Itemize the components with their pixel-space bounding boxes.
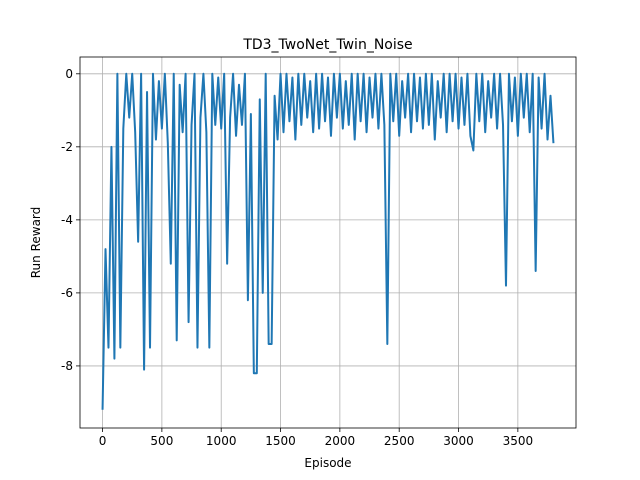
x-tick-label: 0 — [99, 434, 107, 448]
x-tick-label: 1500 — [265, 434, 296, 448]
x-tick-label: 3500 — [503, 434, 534, 448]
x-tick-label: 2000 — [325, 434, 356, 448]
y-axis-label: Run Reward — [29, 207, 43, 279]
y-tick-label: -2 — [61, 140, 73, 154]
data-line — [101, 72, 555, 410]
x-tick-label: 500 — [150, 434, 173, 448]
x-tick-label: 3000 — [443, 434, 474, 448]
y-tick-label: 0 — [65, 67, 73, 81]
y-tick-label: -8 — [61, 359, 73, 373]
x-tick-label: 1000 — [206, 434, 237, 448]
y-tick-label: -4 — [61, 213, 73, 227]
plot-frame — [79, 56, 577, 429]
y-tick-label: -6 — [61, 286, 73, 300]
chart-title: TD3_TwoNet_Twin_Noise — [242, 37, 412, 53]
x-tick-label: 2500 — [384, 434, 415, 448]
x-axis-label: Episode — [304, 456, 351, 470]
